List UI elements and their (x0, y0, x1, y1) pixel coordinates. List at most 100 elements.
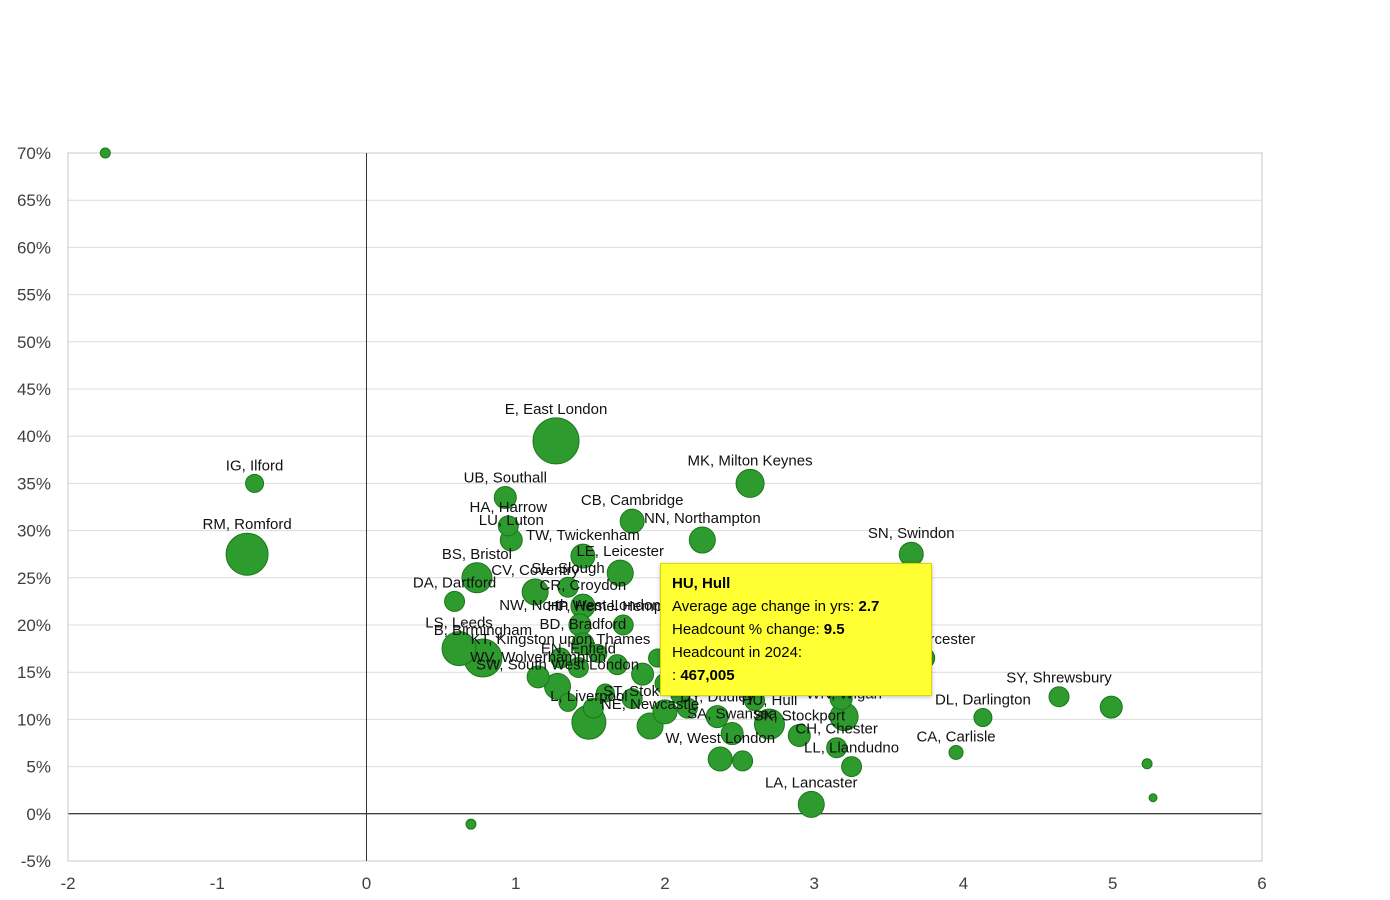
bubble-dy[interactable] (705, 705, 729, 729)
bubble-cv[interactable] (521, 578, 549, 606)
bubble-label: NW, North West London (499, 597, 660, 614)
bubble[interactable] (588, 643, 608, 663)
bubble-label: CV, Coventry (491, 562, 579, 579)
bubble-bd[interactable] (571, 632, 595, 656)
bubble-label: BD, Bradford (540, 616, 627, 633)
bubble-label: NN, Northampton (644, 510, 761, 527)
x-tick-label: 5 (1108, 874, 1117, 893)
bubble-label: NE, Newcastle (601, 696, 699, 713)
bubble[interactable] (1148, 793, 1158, 803)
bubble-w[interactable] (707, 746, 733, 772)
y-tick-label: 20% (17, 616, 51, 635)
x-tick-label: 4 (959, 874, 968, 893)
bubble[interactable] (582, 697, 604, 719)
bubble-e[interactable] (532, 417, 580, 465)
y-tick-label: 0% (26, 805, 51, 824)
bubble-le[interactable] (606, 559, 634, 587)
bubble-label: CR, Croydon (540, 577, 627, 594)
y-tick-label: 15% (17, 663, 51, 682)
tooltip-pct-value: 9.5 (823, 621, 845, 638)
bubble-sa[interactable] (720, 722, 744, 746)
bubble[interactable] (465, 818, 477, 830)
bubble-mk[interactable] (735, 468, 765, 498)
bubble[interactable] (1141, 758, 1153, 770)
bubble-ch[interactable] (826, 737, 848, 759)
bubble-ub[interactable] (493, 486, 517, 510)
bubble-label: LU, Luton (479, 512, 544, 529)
y-tick-label: 30% (17, 522, 51, 541)
bubble-cb[interactable] (619, 508, 645, 534)
y-tick-label: 5% (26, 758, 51, 777)
tooltip-title: HU, Hull (672, 575, 731, 592)
y-tick-label: 55% (17, 286, 51, 305)
bubble-sk[interactable] (787, 723, 811, 747)
bubble[interactable] (1099, 695, 1123, 719)
bubble-label: MK, Milton Keynes (688, 452, 813, 469)
bubble-label: SA, Swansea (687, 706, 778, 723)
y-tick-label: -5% (21, 852, 51, 871)
bubble-kt[interactable] (550, 647, 572, 669)
y-tick-label: 50% (17, 333, 51, 352)
tooltip-row-pct: Headcount % change: 9.5 (672, 618, 920, 641)
bubble[interactable] (595, 683, 615, 703)
bubble-ha[interactable] (497, 515, 519, 537)
tooltip-age-value: 2.7 (858, 598, 880, 615)
x-tick-label: 2 (660, 874, 669, 893)
tooltip-row-headcount-label: Headcount in 2024: (672, 641, 920, 664)
bubble-label: CB, Cambridge (581, 492, 684, 509)
bubble-label: BS, Bristol (442, 546, 512, 563)
x-tick-label: 0 (362, 874, 371, 893)
bubble-st[interactable] (652, 699, 678, 725)
bubble-label: SK, Stockport (753, 707, 846, 724)
bubble-label: DA, Dartford (413, 574, 496, 591)
bubble[interactable] (606, 654, 628, 676)
bubble-sl[interactable] (557, 576, 579, 598)
bubble[interactable] (732, 750, 754, 772)
bubble-label: B, Birmingham (434, 622, 532, 639)
bubble-wv[interactable] (526, 665, 550, 689)
bubble-label: LS, Leeds (425, 615, 493, 632)
bubble-ca[interactable] (948, 744, 964, 760)
bubble-label: UB, Southall (464, 470, 547, 487)
x-tick-label: -2 (60, 874, 75, 893)
bubble-hp[interactable] (612, 614, 634, 636)
bubble-label: SN, Swindon (868, 525, 955, 542)
y-tick-label: 35% (17, 474, 51, 493)
bubble-label: LL, Llandudno (804, 740, 899, 757)
bubble-label: SL, Slough (531, 560, 604, 577)
bubble-label: SW, South West London (476, 656, 639, 673)
bubble-label: EN, Enfield (541, 640, 616, 657)
tooltip-pct-label: Headcount % change: (672, 621, 820, 638)
bubble[interactable] (99, 147, 111, 159)
bubble-label: E, East London (505, 401, 608, 418)
bubble-label: IG, Ilford (226, 457, 284, 474)
bubble-rm[interactable] (225, 532, 269, 576)
plot-border (67, 152, 1263, 862)
bubble-label: RM, Romford (203, 516, 292, 533)
tooltip-headcount-label: Headcount in 2024: (672, 644, 803, 661)
bubble-bs[interactable] (461, 562, 493, 594)
bubble[interactable] (558, 692, 578, 712)
bubble-la[interactable] (797, 790, 825, 818)
bubble-hu[interactable] (753, 708, 785, 740)
bubble-dl[interactable] (973, 708, 993, 728)
bubble-sy[interactable] (1048, 686, 1070, 708)
bubble-ll[interactable] (841, 756, 863, 778)
bubble-label: LA, Lancaster (765, 774, 858, 791)
x-tick-label: 3 (810, 874, 819, 893)
x-tick-label: 6 (1257, 874, 1266, 893)
bubble-nn[interactable] (688, 526, 716, 554)
y-tick-label: 25% (17, 569, 51, 588)
bubble-en[interactable] (567, 656, 589, 678)
bubble-label: HA, Harrow (470, 499, 548, 516)
bubble-tw[interactable] (570, 543, 596, 569)
bubble-da[interactable] (444, 590, 466, 612)
bubble[interactable] (631, 662, 655, 686)
bubble-ig[interactable] (245, 473, 265, 493)
bubble-ls[interactable] (441, 631, 477, 667)
y-tick-label: 10% (17, 710, 51, 729)
tooltip-age-label: Average age change in yrs: (672, 598, 855, 615)
y-tick-label: 45% (17, 380, 51, 399)
bubble[interactable] (621, 688, 643, 710)
